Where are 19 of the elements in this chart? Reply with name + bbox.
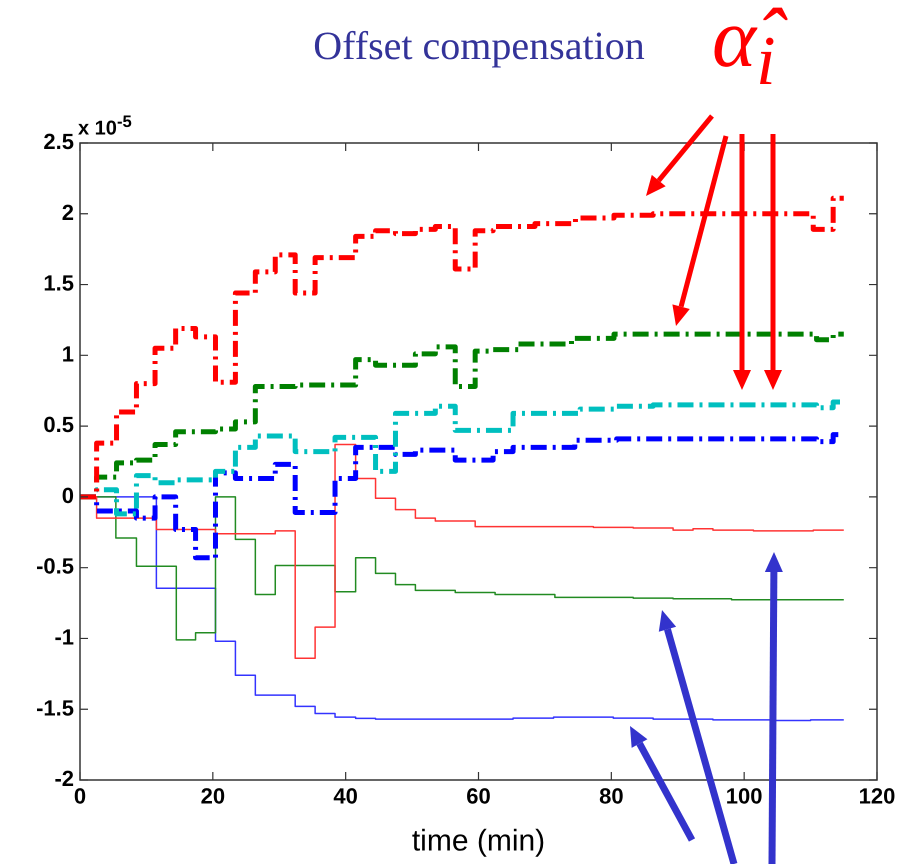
text: x 10$^{-5}$ [78, 112, 132, 141]
x-tick-label: 100 [726, 783, 763, 808]
y-tick-label: -0.5 [36, 554, 74, 579]
x-axis-title: time (min) [412, 824, 546, 858]
x-tick-label: 20 [200, 783, 226, 808]
y-tick-label: -1.5 [36, 695, 74, 720]
x-tick-label: 60 [466, 783, 491, 808]
chart-title: Offset compensation [313, 23, 645, 68]
y-tick-label: 1 [62, 341, 74, 366]
y-tick-label: -1 [54, 624, 74, 650]
y-tick-label: 0.5 [43, 412, 74, 438]
y-tick-label: 1.5 [43, 270, 74, 296]
x-tick-label: 80 [599, 783, 624, 808]
y-tick-label: 0 [62, 482, 74, 508]
y-tick-label: 2 [62, 200, 74, 225]
x-tick-label: 120 [858, 783, 896, 808]
y-tick-label: 2.5 [43, 129, 74, 154]
y-tick-label: -2 [54, 766, 74, 792]
x-tick-label: 40 [333, 783, 358, 808]
